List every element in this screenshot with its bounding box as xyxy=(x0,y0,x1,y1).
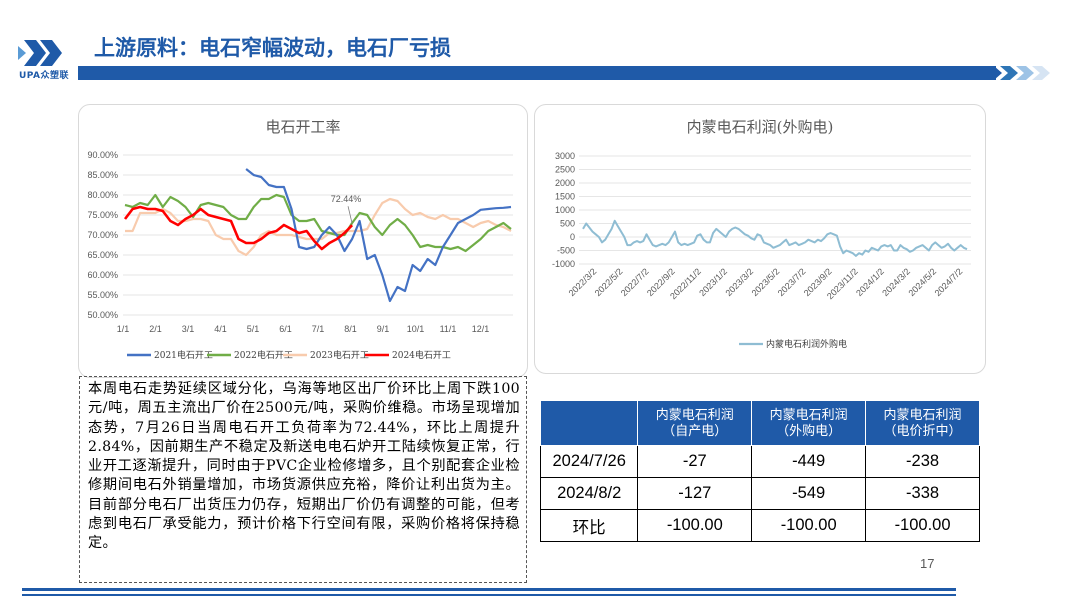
x-tick-label: 2/1 xyxy=(149,324,162,334)
y-tick-label: 3000 xyxy=(555,151,575,161)
x-tick-label: 12/1 xyxy=(472,324,490,334)
table-cell: -127 xyxy=(637,477,753,510)
legend-label: 2024电石开工 xyxy=(392,349,451,361)
x-tick-label: 1/1 xyxy=(117,324,130,334)
profit-chart-panel: 内蒙电石利润(外购电) 3000 2500 2000 1500 1000 500 0 -500… xyxy=(534,104,986,374)
series-line-profit xyxy=(582,219,968,257)
y-tick-label: 65.00% xyxy=(87,250,118,260)
footer-line xyxy=(22,594,956,596)
y-tick-label: 2500 xyxy=(555,165,575,175)
y-tick-label: 50.00% xyxy=(87,310,118,320)
y-tick-label: 0 xyxy=(570,232,575,242)
annotation-leader xyxy=(347,206,353,224)
y-tick-label: 60.00% xyxy=(87,270,118,280)
table-cell: -100.00 xyxy=(751,509,867,542)
table-header-cell: 内蒙电石利润 （外购电） xyxy=(751,400,867,446)
table-row-label: 2024/8/2 xyxy=(539,477,639,510)
table-cell: -100.00 xyxy=(637,509,753,542)
x-tick-label: 3/1 xyxy=(182,324,195,334)
footer-line xyxy=(22,588,956,591)
y-tick-label: 1000 xyxy=(555,205,575,215)
y-tick-label: 90.00% xyxy=(87,150,118,160)
legend-label: 2022电石开工 xyxy=(234,349,293,361)
page-title: 上游原料：电石窄幅波动，电石厂亏损 xyxy=(94,36,451,60)
x-tick-label: 10/1 xyxy=(407,324,425,334)
x-tick-label: 6/1 xyxy=(279,324,292,334)
y-tick-label: 70.00% xyxy=(87,230,118,240)
y-tick-label: 75.00% xyxy=(87,210,118,220)
y-tick-label: 2000 xyxy=(555,178,575,188)
market-commentary-box: 本周电石走势延续区域分化，乌海等地区出厂价环比上周下跌100元/吨，周五主流出厂… xyxy=(79,376,527,583)
x-tick-label: 5/1 xyxy=(247,324,260,334)
y-tick-label: 85.00% xyxy=(87,170,118,180)
chart-title: 内蒙电石利润(外购电) xyxy=(687,118,834,136)
legend-label: 内蒙电石利润外购电 xyxy=(766,338,847,350)
table-cell: -100.00 xyxy=(865,509,980,542)
profit-chart: 内蒙电石利润(外购电) 3000 2500 2000 1500 1000 500 0 -500… xyxy=(552,118,971,350)
table-row: 环比 -100.00 -100.00 -100.00 xyxy=(539,509,980,542)
y-tick-label: 80.00% xyxy=(87,190,118,200)
y-tick-label: 500 xyxy=(560,219,575,229)
table-row: 2024/8/2 -127 -549 -338 xyxy=(539,477,980,510)
x-tick-label: 11/1 xyxy=(440,324,457,334)
x-tick-label: 8/1 xyxy=(344,324,357,334)
series-line-2024电石开工 xyxy=(123,205,354,251)
operating-rate-chart: 电石开工率 90.00% 85.00% 80.00% 75.00% 70.00% 65.0… xyxy=(87,118,513,361)
table-row-label: 环比 xyxy=(539,509,639,542)
table-corner-cell xyxy=(539,400,639,446)
page-number: 17 xyxy=(920,556,935,571)
logo-text: UPA众塑联 xyxy=(18,71,70,81)
y-tick-label: -1000 xyxy=(552,259,575,269)
company-logo: UPA众塑联 xyxy=(6,36,82,82)
y-tick-label: 55.00% xyxy=(87,290,118,300)
y-tick-label: 1500 xyxy=(555,192,575,202)
annotation-label: 72.44% xyxy=(331,194,362,204)
operating-rate-chart-panel: 电石开工率 90.00% 85.00% 80.00% 75.00% 70.00% 65.0… xyxy=(78,104,528,378)
chevron-arrows-icon xyxy=(984,66,1050,80)
legend-label: 2023电石开工 xyxy=(310,349,369,361)
table-cell: -238 xyxy=(865,445,980,478)
title-underline-bar xyxy=(78,66,996,80)
legend-label: 2021电石开工 xyxy=(154,349,213,361)
x-tick-label: 9/1 xyxy=(377,324,390,334)
x-tick-label: 4/1 xyxy=(214,324,227,334)
table-row: 2024/7/26 -27 -449 -238 xyxy=(539,445,980,478)
table-cell: -338 xyxy=(865,477,980,510)
series-line-2022电石开工 xyxy=(124,193,512,253)
logo-mark-icon xyxy=(18,40,62,66)
table-cell: -549 xyxy=(751,477,867,510)
table-header-cell: 内蒙电石利润 （自产电） xyxy=(637,400,753,446)
x-tick-label: 2024/7/2 xyxy=(933,266,965,298)
table-cell: -27 xyxy=(637,445,753,478)
x-tick-label: 7/1 xyxy=(312,324,325,334)
table-cell: -449 xyxy=(751,445,867,478)
table-header-cell: 内蒙电石利润 （电价折中） xyxy=(865,400,980,446)
y-tick-label: -500 xyxy=(557,246,575,256)
table-header-row: 内蒙电石利润 （自产电） 内蒙电石利润 （外购电） 内蒙电石利润 （电价折中） xyxy=(539,400,980,446)
market-commentary-text: 本周电石走势延续区域分化，乌海等地区出厂价环比上周下跌100元/吨，周五主流出厂… xyxy=(88,381,520,552)
series-line-2021电石开工 xyxy=(245,168,512,303)
table-row-label: 2024/7/26 xyxy=(539,445,639,478)
profit-table: 内蒙电石利润 （自产电） 内蒙电石利润 （外购电） 内蒙电石利润 （电价折中） … xyxy=(539,400,980,542)
chart-title: 电石开工率 xyxy=(265,118,340,136)
